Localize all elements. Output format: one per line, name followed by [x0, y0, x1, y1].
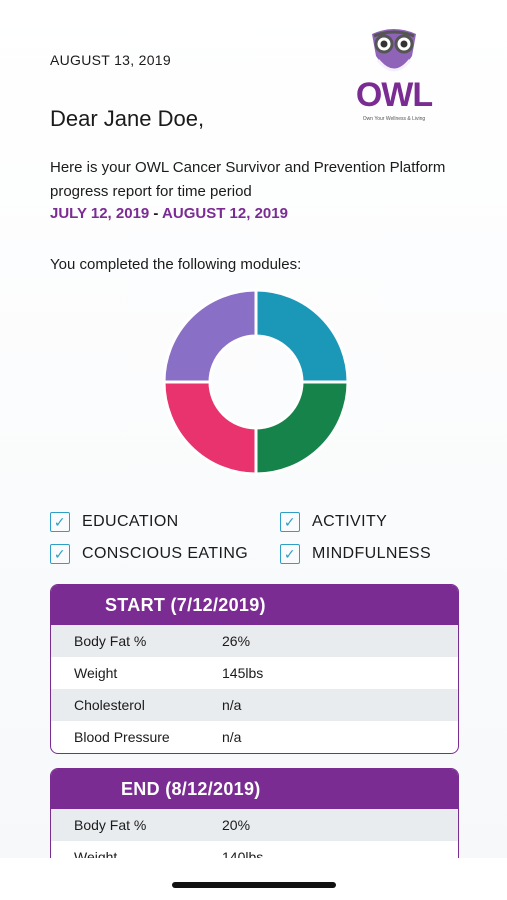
- owl-icon: [372, 29, 416, 72]
- logo-wordmark: OWL: [355, 76, 433, 114]
- row-value: 145lbs: [222, 665, 264, 681]
- row-label: Weight: [74, 665, 118, 681]
- greeting: Dear Jane Doe,: [50, 106, 205, 131]
- module-label: EDUCATION: [82, 513, 179, 530]
- row-label: Cholesterol: [74, 697, 145, 713]
- donut-segment-activity: [254, 288, 350, 384]
- donut-segment-education: [162, 288, 258, 384]
- owl-logo: OWL Own Your Wellness & Living: [352, 26, 436, 130]
- row-value: 20%: [222, 817, 251, 833]
- table-row: Blood Pressure n/a: [51, 721, 458, 753]
- table-row: Cholesterol n/a: [51, 689, 458, 721]
- end-card-title: END (8/12/2019): [51, 769, 458, 809]
- row-label: Body Fat %: [74, 633, 147, 649]
- logo-tagline: Own Your Wellness & Living: [362, 116, 426, 122]
- period-start: JULY 12, 2019: [50, 205, 150, 222]
- row-value: n/a: [222, 697, 242, 713]
- checkbox-icon[interactable]: ✓: [50, 512, 70, 532]
- home-indicator[interactable]: [172, 882, 336, 888]
- module-activity[interactable]: ✓ ACTIVITY: [280, 512, 387, 532]
- row-value: n/a: [222, 729, 242, 745]
- report-date: AUGUST 13, 2019: [50, 52, 171, 68]
- checkbox-icon[interactable]: ✓: [280, 512, 300, 532]
- modules-title: You completed the following modules:: [50, 256, 302, 273]
- module-label: CONSCIOUS EATING: [82, 545, 249, 562]
- row-value: 26%: [222, 633, 251, 649]
- module-mindfulness[interactable]: ✓ MINDFULNESS: [280, 544, 431, 564]
- checkbox-icon[interactable]: ✓: [280, 544, 300, 564]
- report-period: JULY 12, 2019 - AUGUST 12, 2019: [50, 205, 288, 222]
- module-education[interactable]: ✓ EDUCATION: [50, 512, 179, 532]
- table-row: Weight 145lbs: [51, 657, 458, 689]
- intro-text: Here is your OWL Cancer Survivor and Pre…: [50, 159, 446, 200]
- donut-segment-mindfulness: [254, 380, 350, 476]
- start-card: START (7/12/2019) Body Fat % 26% Weight …: [50, 584, 459, 754]
- row-label: Body Fat %: [74, 817, 147, 833]
- module-label: ACTIVITY: [312, 513, 388, 530]
- table-row: Body Fat % 26%: [51, 625, 458, 657]
- row-label: Blood Pressure: [74, 729, 170, 745]
- checkbox-icon[interactable]: ✓: [50, 544, 70, 564]
- module-conscious-eating[interactable]: ✓ CONSCIOUS EATING: [50, 544, 248, 564]
- period-end: AUGUST 12, 2019: [162, 205, 288, 222]
- module-label: MINDFULNESS: [312, 545, 432, 562]
- donut-segment-eating: [162, 380, 258, 476]
- table-row: Body Fat % 20%: [51, 809, 458, 841]
- modules-donut-chart: [162, 288, 350, 476]
- module-checklist: ✓ EDUCATION ✓ ACTIVITY ✓ CONSCIOUS EATIN…: [50, 512, 470, 578]
- start-card-title: START (7/12/2019): [51, 585, 458, 625]
- bottom-safe-area: [0, 858, 507, 900]
- period-separator: -: [149, 205, 163, 222]
